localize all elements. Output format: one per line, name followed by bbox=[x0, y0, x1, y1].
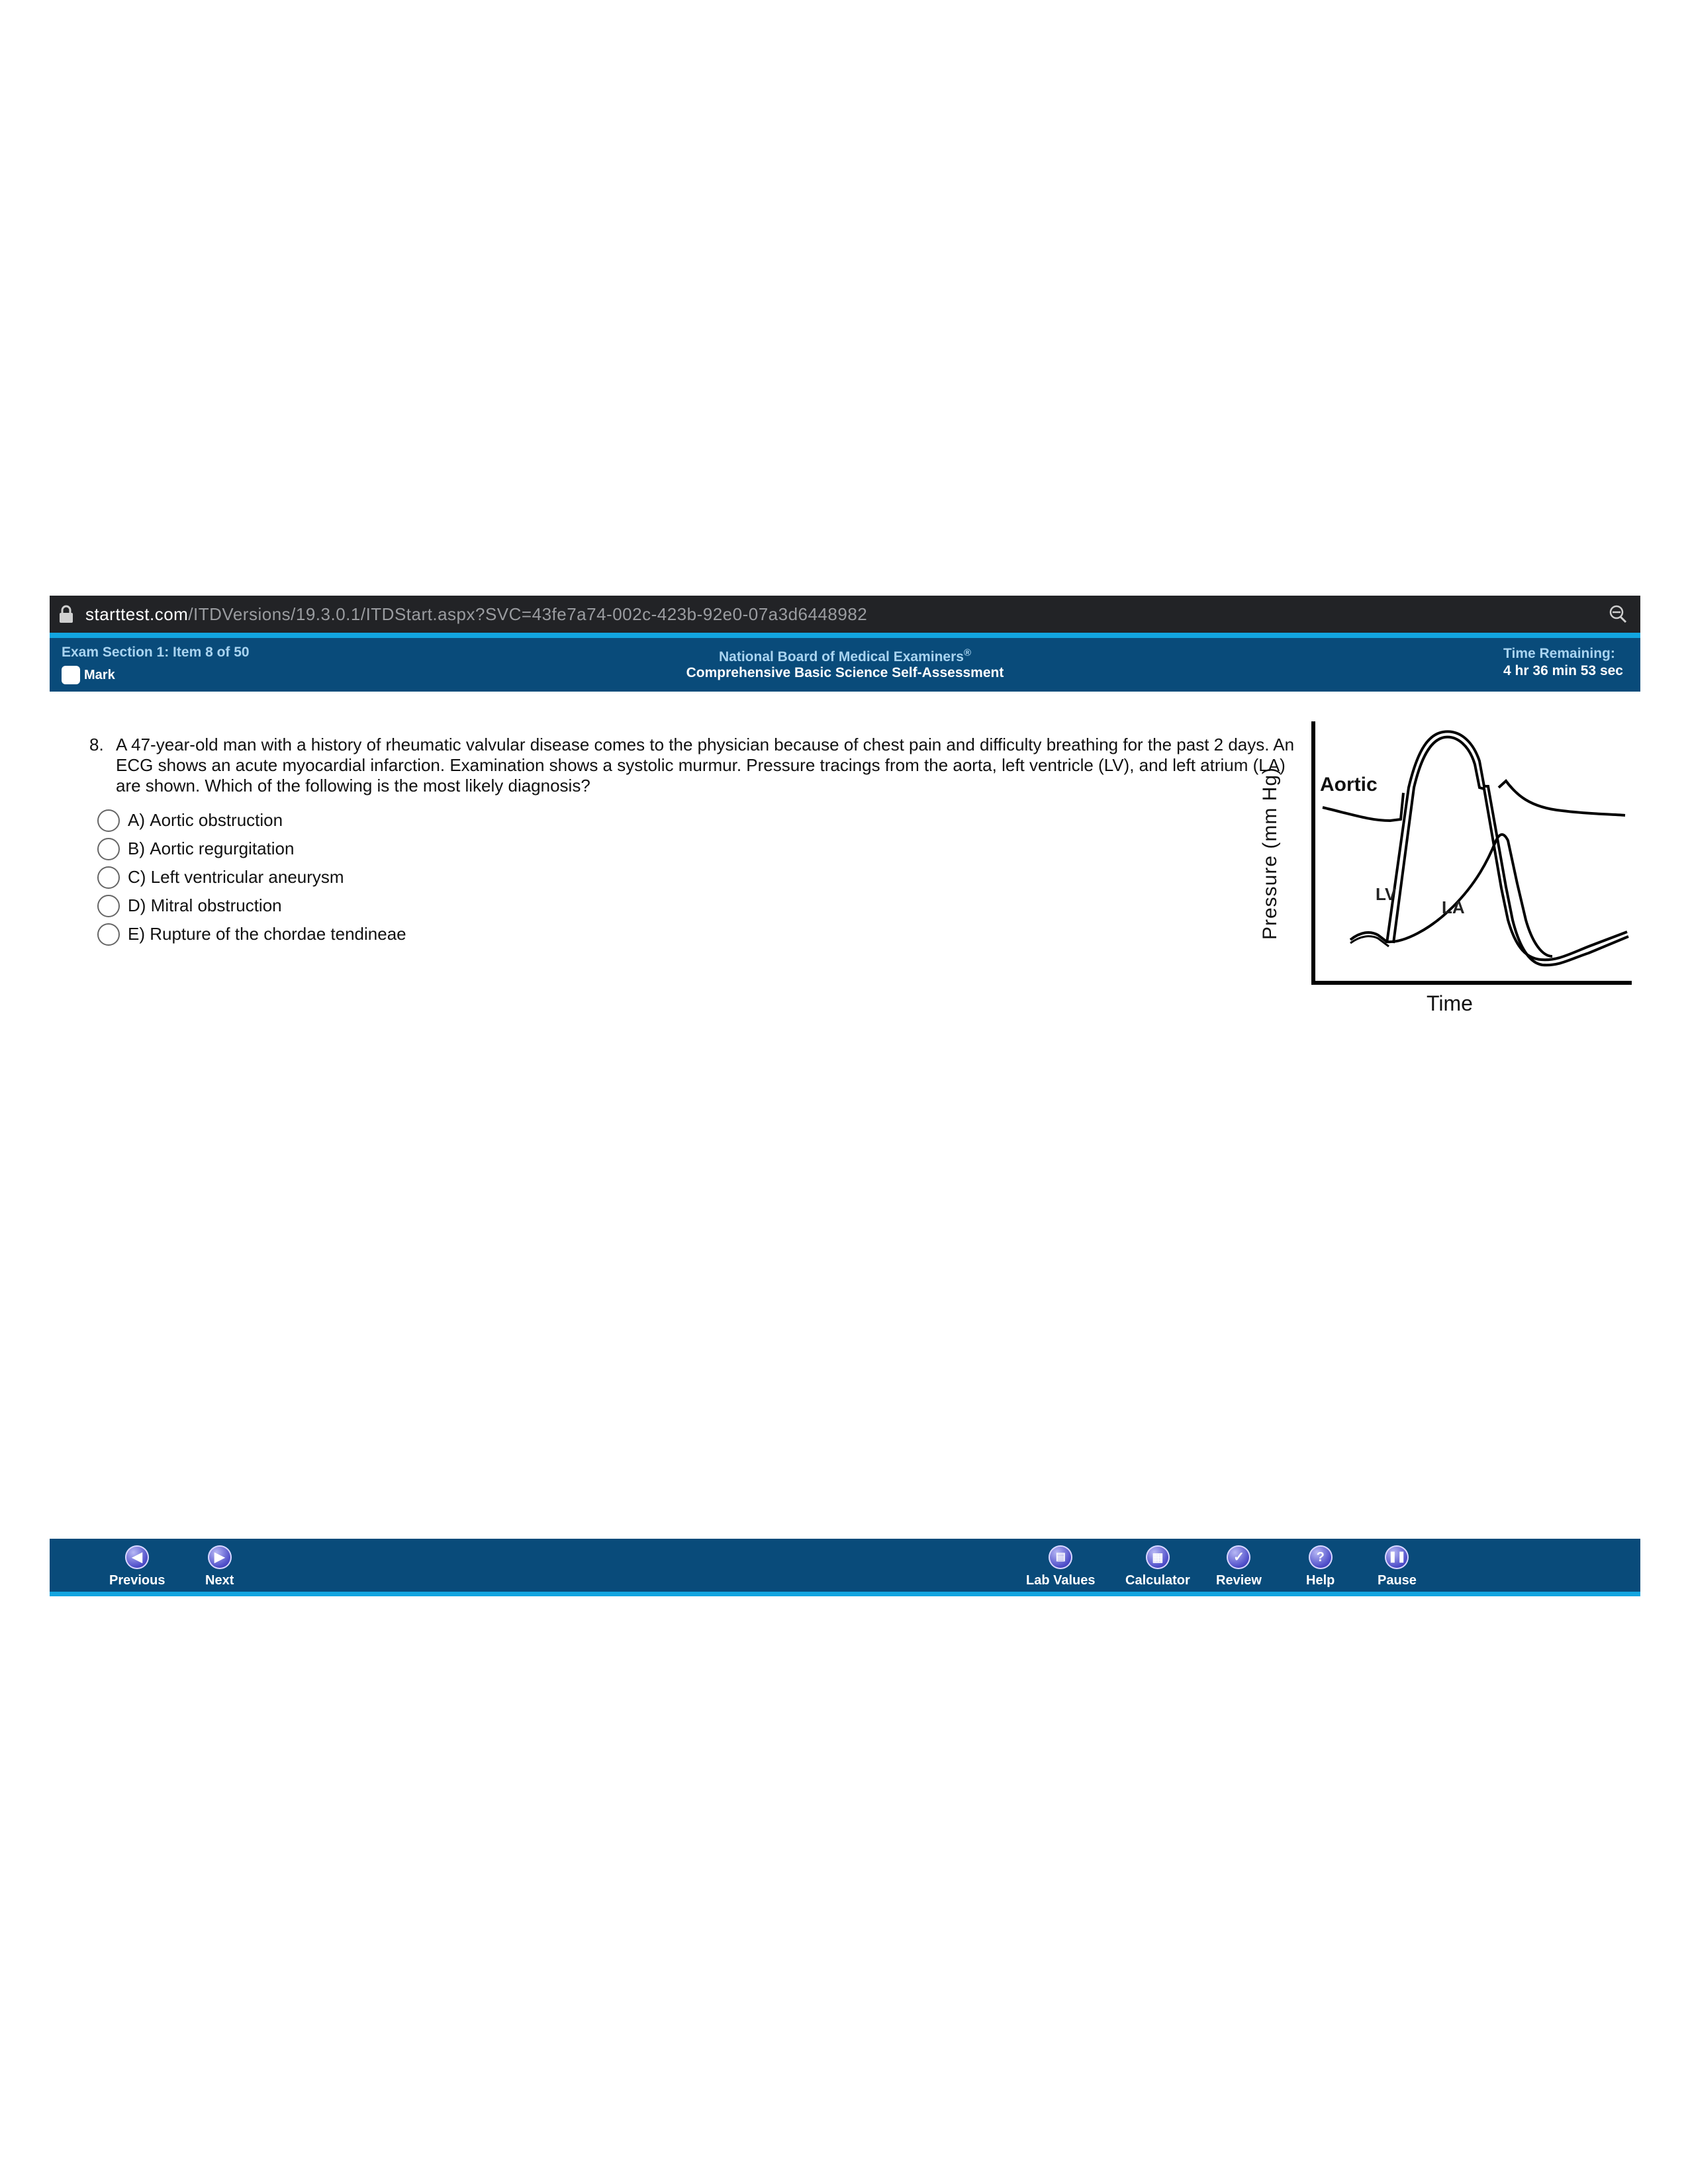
tracing-svg: Aortic LV LA bbox=[1311, 721, 1632, 985]
la-notch bbox=[1350, 935, 1389, 948]
choice-text: Aortic obstruction bbox=[150, 810, 283, 830]
label-aortic: Aortic bbox=[1320, 774, 1378, 796]
calculator-label: Calculator bbox=[1125, 1573, 1190, 1588]
pause-button[interactable]: ❚❚ Pause bbox=[1378, 1545, 1417, 1588]
choice-letter: B) bbox=[128, 839, 145, 858]
choice-c[interactable]: C) Left ventricular aneurysm bbox=[97, 863, 406, 891]
pause-label: Pause bbox=[1378, 1573, 1417, 1588]
test-title: Comprehensive Basic Science Self-Assessm… bbox=[686, 665, 1004, 680]
org-title: National Board of Medical Examiners® bbox=[50, 647, 1640, 665]
question-number: 8. bbox=[89, 735, 104, 754]
help-label: Help bbox=[1306, 1573, 1335, 1588]
review-button[interactable]: ✓ Review bbox=[1216, 1545, 1262, 1588]
la-curve bbox=[1349, 833, 1553, 958]
choice-a[interactable]: A) Aortic obstruction bbox=[97, 806, 406, 835]
choice-letter: D) bbox=[128, 895, 146, 915]
time-remaining-label: Time Remaining: bbox=[1503, 646, 1615, 661]
choice-text: Aortic regurgitation bbox=[150, 839, 295, 858]
aortic-curve bbox=[1322, 792, 1405, 823]
choice-text: Left ventricular aneurysm bbox=[150, 867, 344, 887]
question-stem: A 47-year-old man with a history of rheu… bbox=[116, 735, 1295, 796]
mark-checkbox[interactable]: Mark bbox=[62, 666, 250, 684]
radio-button[interactable] bbox=[97, 894, 120, 917]
choice-b[interactable]: B) Aortic regurgitation bbox=[97, 835, 406, 863]
choice-letter: A) bbox=[128, 810, 145, 830]
lv-curve bbox=[1385, 730, 1629, 967]
x-axis-label: Time bbox=[1427, 991, 1473, 1015]
choice-text: Rupture of the chordae tendineae bbox=[150, 924, 406, 944]
help-button[interactable]: ? Help bbox=[1306, 1545, 1335, 1588]
pause-icon: ❚❚ bbox=[1385, 1545, 1409, 1569]
choice-d[interactable]: D) Mitral obstruction bbox=[97, 891, 406, 920]
mark-label: Mark bbox=[84, 667, 115, 682]
zoom-icon[interactable] bbox=[1607, 604, 1628, 625]
choice-letter: E) bbox=[128, 924, 145, 944]
choice-letter: C) bbox=[128, 867, 146, 887]
radio-button[interactable] bbox=[97, 837, 120, 860]
browser-url-bar[interactable]: starttest.com/ITDVersions/19.3.0.1/ITDSt… bbox=[50, 596, 1640, 633]
previous-arrow-icon: ◀ bbox=[125, 1545, 150, 1569]
lv-curve-inner bbox=[1392, 735, 1628, 962]
time-remaining-value: 4 hr 36 min 53 sec bbox=[1503, 663, 1623, 678]
answer-choices: A) Aortic obstruction B) Aortic regurgit… bbox=[97, 806, 406, 948]
choice-e[interactable]: E) Rupture of the chordae tendineae bbox=[97, 920, 406, 948]
calculator-icon: ▦ bbox=[1145, 1545, 1170, 1569]
item-counter: Exam Section 1: Item 8 of 50 bbox=[62, 645, 250, 660]
next-arrow-icon: ▶ bbox=[207, 1545, 232, 1569]
review-check-icon: ✓ bbox=[1227, 1545, 1251, 1569]
previous-button[interactable]: ◀ Previous bbox=[109, 1545, 165, 1588]
question-block: 8. A 47-year-old man with a history of r… bbox=[89, 735, 1314, 796]
label-la: LA bbox=[1442, 897, 1465, 917]
choice-text: Mitral obstruction bbox=[150, 895, 282, 915]
url-text[interactable]: starttest.com/ITDVersions/19.3.0.1/ITDSt… bbox=[85, 604, 867, 625]
calculator-button[interactable]: ▦ Calculator bbox=[1125, 1545, 1190, 1588]
registered-mark: ® bbox=[963, 647, 971, 659]
review-label: Review bbox=[1216, 1573, 1262, 1588]
radio-button[interactable] bbox=[97, 809, 120, 832]
lab-values-label: Lab Values bbox=[1026, 1573, 1096, 1588]
next-button[interactable]: ▶ Next bbox=[205, 1545, 234, 1588]
pressure-tracing-figure: Pressure (mm Hg) Aortic LV LA Time bbox=[1259, 715, 1635, 1032]
exam-header: Exam Section 1: Item 8 of 50 Mark Nation… bbox=[50, 638, 1640, 692]
url-host: starttest.com bbox=[85, 604, 189, 624]
label-lv: LV bbox=[1376, 884, 1397, 904]
radio-button[interactable] bbox=[97, 923, 120, 946]
lab-values-icon: ▤ bbox=[1049, 1545, 1073, 1569]
org-name: National Board of Medical Examiners bbox=[719, 649, 964, 664]
accent-divider bbox=[50, 633, 1640, 638]
footer-toolbar: ◀ Previous ▶ Next ▤ Lab Values ▦ Calcula… bbox=[50, 1539, 1640, 1596]
next-label: Next bbox=[205, 1573, 234, 1588]
exam-window: starttest.com/ITDVersions/19.3.0.1/ITDSt… bbox=[50, 596, 1640, 1596]
previous-label: Previous bbox=[109, 1573, 165, 1588]
lab-values-button[interactable]: ▤ Lab Values bbox=[1026, 1545, 1096, 1588]
aortic-runoff bbox=[1497, 779, 1626, 817]
mark-box[interactable] bbox=[62, 666, 80, 684]
radio-button[interactable] bbox=[97, 866, 120, 889]
url-path: /ITDVersions/19.3.0.1/ITDStart.aspx?SVC=… bbox=[188, 604, 868, 624]
lock-icon bbox=[58, 604, 75, 624]
help-icon: ? bbox=[1308, 1545, 1333, 1569]
